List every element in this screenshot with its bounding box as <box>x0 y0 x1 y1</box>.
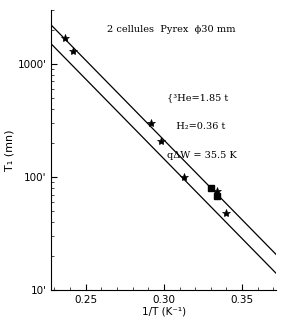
X-axis label: 1/T (K⁻¹): 1/T (K⁻¹) <box>142 307 186 317</box>
Text: H₂=0.36 t: H₂=0.36 t <box>170 122 225 131</box>
Y-axis label: T₁ (mn): T₁ (mn) <box>5 129 15 171</box>
Text: {³He=1.85 t: {³He=1.85 t <box>167 93 228 103</box>
Text: 2 cellules  Pyrex  ϕ30 mm: 2 cellules Pyrex ϕ30 mm <box>107 25 236 34</box>
Text: qΔW = 35.5 K: qΔW = 35.5 K <box>167 151 237 160</box>
